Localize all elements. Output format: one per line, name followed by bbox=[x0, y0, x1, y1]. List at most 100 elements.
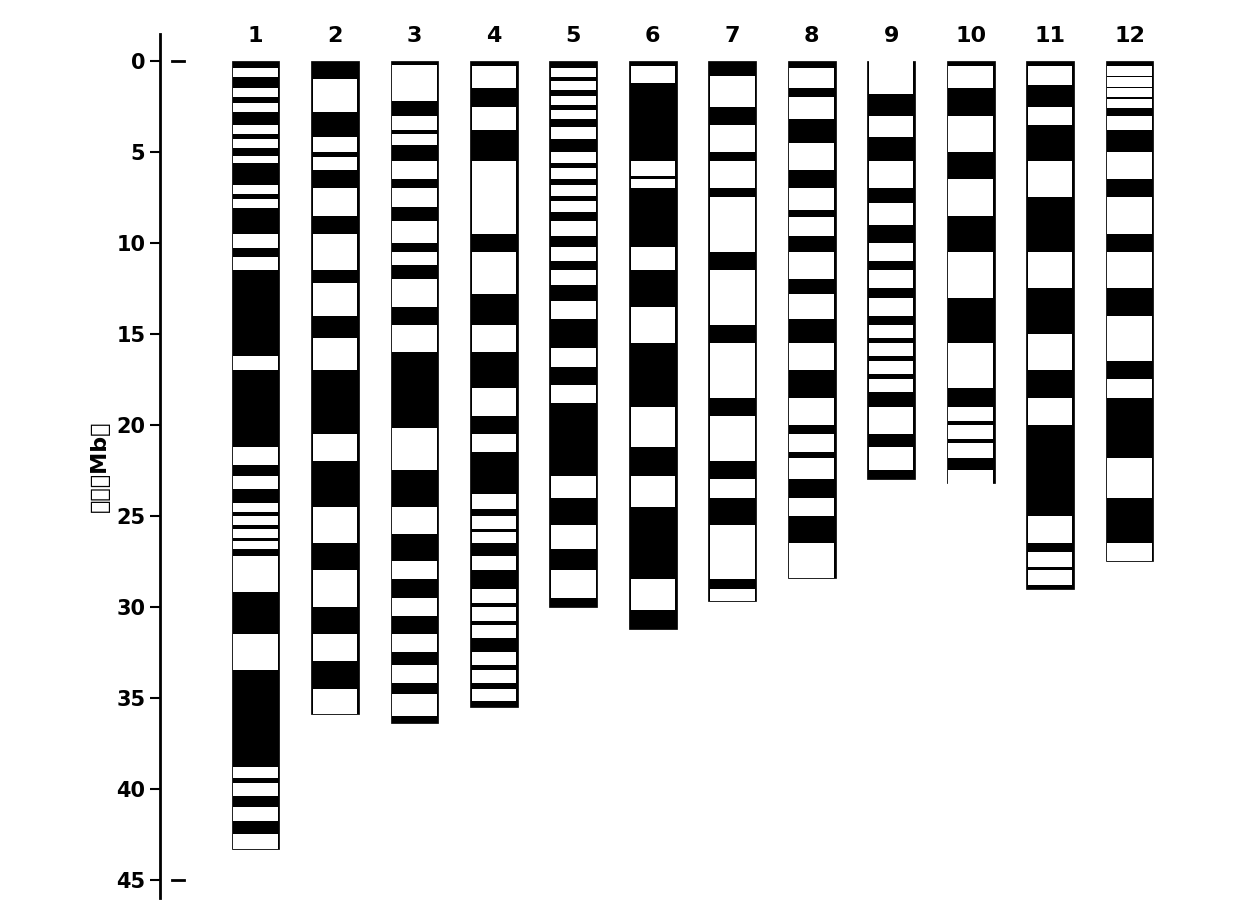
Bar bbox=[392, 597, 436, 616]
Bar bbox=[233, 446, 278, 465]
Bar bbox=[630, 161, 675, 175]
Bar bbox=[312, 571, 357, 607]
Bar bbox=[1028, 515, 1073, 543]
Bar bbox=[392, 252, 436, 265]
Bar bbox=[1107, 66, 1152, 76]
Bar bbox=[471, 689, 516, 702]
Bar bbox=[471, 670, 516, 683]
Bar bbox=[1028, 252, 1073, 289]
Bar bbox=[1107, 197, 1152, 234]
Bar bbox=[869, 270, 914, 289]
Bar bbox=[471, 515, 516, 528]
Bar bbox=[947, 61, 994, 483]
Bar bbox=[391, 61, 438, 723]
Bar bbox=[471, 652, 516, 665]
Bar bbox=[1028, 571, 1073, 585]
Bar bbox=[392, 561, 436, 579]
Bar bbox=[471, 625, 516, 638]
Bar bbox=[790, 98, 835, 119]
Bar bbox=[1107, 457, 1152, 498]
Bar bbox=[551, 476, 595, 498]
Bar bbox=[233, 783, 278, 796]
Bar bbox=[471, 66, 516, 89]
Text: 1: 1 bbox=[248, 27, 263, 46]
Bar bbox=[630, 634, 675, 652]
Bar bbox=[471, 252, 516, 294]
Bar bbox=[711, 76, 754, 107]
Bar bbox=[869, 115, 914, 137]
Bar bbox=[790, 252, 835, 279]
Bar bbox=[233, 528, 278, 538]
Bar bbox=[312, 158, 357, 171]
Bar bbox=[790, 143, 835, 171]
Bar bbox=[949, 66, 993, 89]
Bar bbox=[233, 476, 278, 489]
Bar bbox=[392, 188, 436, 207]
Bar bbox=[1107, 89, 1152, 98]
Bar bbox=[471, 325, 516, 352]
Bar bbox=[630, 66, 675, 83]
Bar bbox=[869, 325, 914, 337]
Bar bbox=[471, 532, 516, 543]
Bar bbox=[630, 179, 675, 188]
Bar bbox=[233, 139, 278, 148]
Bar bbox=[869, 61, 914, 94]
Bar bbox=[869, 203, 914, 225]
Bar bbox=[312, 234, 357, 270]
Bar bbox=[311, 61, 358, 714]
Bar bbox=[711, 270, 754, 325]
Bar bbox=[1027, 61, 1074, 588]
Bar bbox=[233, 503, 278, 512]
Bar bbox=[312, 337, 357, 371]
Bar bbox=[233, 807, 278, 822]
Bar bbox=[790, 68, 835, 89]
Bar bbox=[629, 61, 677, 629]
Bar bbox=[869, 161, 914, 188]
Text: 4: 4 bbox=[486, 27, 501, 46]
Bar bbox=[1028, 334, 1073, 371]
Bar bbox=[232, 61, 279, 848]
Bar bbox=[869, 446, 914, 470]
Y-axis label: 位置（Mb）: 位置（Mb） bbox=[89, 420, 109, 512]
Bar bbox=[233, 234, 278, 248]
Bar bbox=[1106, 61, 1153, 561]
Bar bbox=[471, 434, 516, 452]
Bar bbox=[312, 79, 357, 112]
Bar bbox=[551, 152, 595, 163]
Bar bbox=[312, 188, 357, 216]
Bar bbox=[551, 68, 595, 77]
Bar bbox=[471, 556, 516, 571]
Bar bbox=[711, 416, 754, 461]
Bar bbox=[711, 588, 754, 601]
Bar bbox=[312, 137, 357, 152]
Text: 9: 9 bbox=[884, 27, 899, 46]
Bar bbox=[471, 494, 516, 509]
Bar bbox=[711, 343, 754, 397]
Bar bbox=[551, 169, 595, 179]
Bar bbox=[1028, 161, 1073, 197]
Bar bbox=[1107, 152, 1152, 179]
Bar bbox=[549, 61, 598, 607]
Bar bbox=[551, 384, 595, 403]
Bar bbox=[630, 246, 675, 270]
Text: 2: 2 bbox=[327, 27, 342, 46]
Bar bbox=[1107, 379, 1152, 397]
Bar bbox=[233, 515, 278, 525]
Bar bbox=[392, 429, 436, 470]
Bar bbox=[233, 257, 278, 270]
Bar bbox=[233, 634, 278, 670]
Bar bbox=[949, 343, 993, 388]
Bar bbox=[630, 579, 675, 610]
Bar bbox=[1028, 107, 1073, 124]
Text: 10: 10 bbox=[955, 27, 986, 46]
Bar bbox=[233, 356, 278, 371]
Bar bbox=[392, 134, 436, 145]
Bar bbox=[551, 96, 595, 105]
Bar bbox=[392, 325, 436, 352]
Bar bbox=[233, 184, 278, 194]
Bar bbox=[1107, 543, 1152, 561]
Bar bbox=[312, 689, 357, 714]
Bar bbox=[551, 184, 595, 195]
Bar bbox=[312, 507, 357, 543]
Bar bbox=[1107, 252, 1152, 289]
